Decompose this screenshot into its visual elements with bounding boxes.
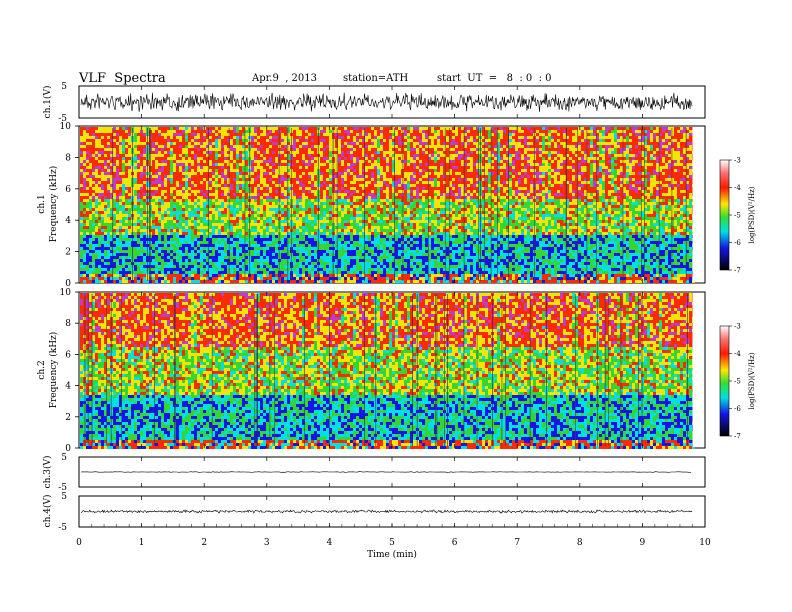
colorbar-tick-label: -5 (734, 378, 741, 386)
freq-tick-label: 6 (65, 185, 71, 195)
ch2-spectrogram-ylabel: Frequency (kHz) (48, 332, 59, 409)
time-tick-label: 8 (577, 538, 583, 548)
vlf-spectra-figure: 5 -5 ch.1(V) 0 2 4 6 8 10 ch.1 Frequency (kHz… (0, 0, 792, 612)
time-tick-label: 6 (452, 538, 458, 548)
freq-tick-label: 4 (65, 382, 71, 392)
time-tick-label: 7 (514, 538, 520, 548)
freq-tick-label: 8 (65, 153, 71, 163)
freq-tick-label: 4 (65, 216, 71, 226)
time-axis-label: Time (min) (367, 549, 417, 560)
colorbar-tick-label: -7 (734, 267, 741, 275)
time-tick-label: 1 (139, 538, 145, 548)
colorbar-tick-label: -6 (734, 405, 741, 413)
time-tick-label: 10 (699, 538, 711, 548)
ch1-ytick-top: 5 (61, 82, 67, 92)
ch3-waveform-ylabel: ch.3(V) (42, 456, 53, 489)
time-tick-label: 2 (201, 538, 207, 548)
colorbar-tick-label: -6 (734, 239, 741, 247)
freq-tick-label: 10 (60, 122, 72, 132)
colorbar-tick-label: -4 (734, 350, 741, 358)
time-tick-label: 9 (640, 538, 646, 548)
colorbar-tick-label: -4 (734, 184, 741, 192)
freq-tick-label: 2 (65, 248, 71, 258)
ch1-colorbar-label: log(PSD)(V²/Hz) (748, 186, 756, 243)
ch1-spectrogram-channel-label: ch.1 (37, 194, 47, 213)
freq-tick-label: 2 (65, 413, 71, 423)
ch3-ytick-top: 5 (61, 453, 67, 463)
ch1-spectrogram-ylabel: Frequency (kHz) (48, 166, 59, 243)
ch4-waveform-ylabel: ch.4(V) (42, 495, 53, 528)
time-tick-label: 4 (327, 538, 333, 548)
time-tick-label: 5 (389, 538, 395, 548)
ch2-spectrogram-image (80, 293, 704, 449)
colorbar-tick-label: -5 (734, 212, 741, 220)
ch2-colorbar (720, 326, 729, 436)
freq-tick-label: 6 (65, 350, 71, 360)
ch1-colorbar (720, 160, 729, 270)
colorbar-tick-label: -7 (734, 433, 741, 441)
ch4-ytick-bottom: -5 (58, 523, 67, 533)
ch1-spectrogram-image (80, 127, 704, 283)
ch1-waveform-ylabel: ch.1(V) (42, 86, 53, 119)
freq-tick-label: 10 (60, 288, 72, 298)
colorbar-tick-label: -3 (734, 157, 741, 165)
colorbar-tick-label: -3 (734, 323, 741, 331)
ch2-colorbar-label: log(PSD)(V²/Hz) (748, 352, 756, 409)
time-tick-label: 3 (264, 538, 270, 548)
ch2-spectrogram-channel-label: ch.2 (37, 360, 47, 379)
freq-tick-label: 8 (65, 319, 71, 329)
ch4-ytick-top: 5 (61, 492, 67, 502)
time-tick-label: 0 (76, 538, 82, 548)
